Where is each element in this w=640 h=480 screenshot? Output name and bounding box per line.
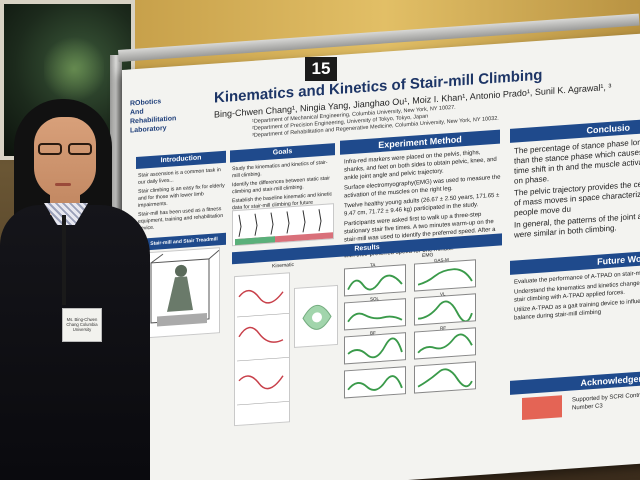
research-poster: RObotics And Rehabilitation Laboratory K… xyxy=(122,32,640,480)
lanyard xyxy=(62,215,66,305)
emg-title-ta: TA xyxy=(370,262,376,268)
stair-mill-figure xyxy=(142,247,220,339)
emg-title-vl: VL xyxy=(440,291,446,297)
emg-plot-gas-m xyxy=(414,259,476,292)
jacket xyxy=(0,205,150,480)
face xyxy=(34,117,96,199)
goals-figure xyxy=(232,203,334,247)
emg-plot-vl xyxy=(414,293,476,326)
emg-plot-bf xyxy=(344,332,406,365)
mouth xyxy=(55,183,71,186)
emg-title-bf: BF xyxy=(370,330,376,336)
glasses-icon xyxy=(38,143,96,155)
emg-plot-sol xyxy=(344,298,406,331)
emg-plot-extra-2 xyxy=(414,361,476,394)
acknowledgement-text: Supported by SCRI Contract Number C3 xyxy=(572,392,640,412)
badge-text: Ms. Bing-Chwen Chang Columbia University xyxy=(66,317,98,332)
poster-number: 15 xyxy=(305,57,337,81)
pelvic-trajectory-plot xyxy=(294,284,338,348)
shirt-collar xyxy=(44,203,88,225)
emg-plot-rf xyxy=(414,327,476,360)
kinematic-label: Kinematic xyxy=(272,261,294,270)
emg-plot-extra-1 xyxy=(344,366,406,399)
emg-title-rf: RF xyxy=(440,325,446,331)
conclusion-1: The percentage of stance phase longer th… xyxy=(514,136,640,186)
future-work-text: Evaluate the performance of A-TPAD on st… xyxy=(514,268,640,324)
kinematic-plots xyxy=(234,272,290,427)
emg-plot-ta xyxy=(344,264,406,297)
emg-label: EMG xyxy=(422,252,434,260)
conclusion-text: The percentage of stance phase longer th… xyxy=(514,136,640,242)
emg-title-sol: SOL xyxy=(370,296,380,302)
acknowledgement-header: Acknowledgement xyxy=(510,369,640,395)
introduction-text: Stair ascension is a common task in our … xyxy=(138,167,225,232)
name-badge: Ms. Bing-Chwen Chang Columbia University xyxy=(62,308,102,342)
state-logo xyxy=(522,395,562,421)
person-presenter: Ms. Bing-Chwen Chang Columbia University xyxy=(0,95,150,480)
emg-title-gas-m: GAS-M xyxy=(434,257,449,264)
